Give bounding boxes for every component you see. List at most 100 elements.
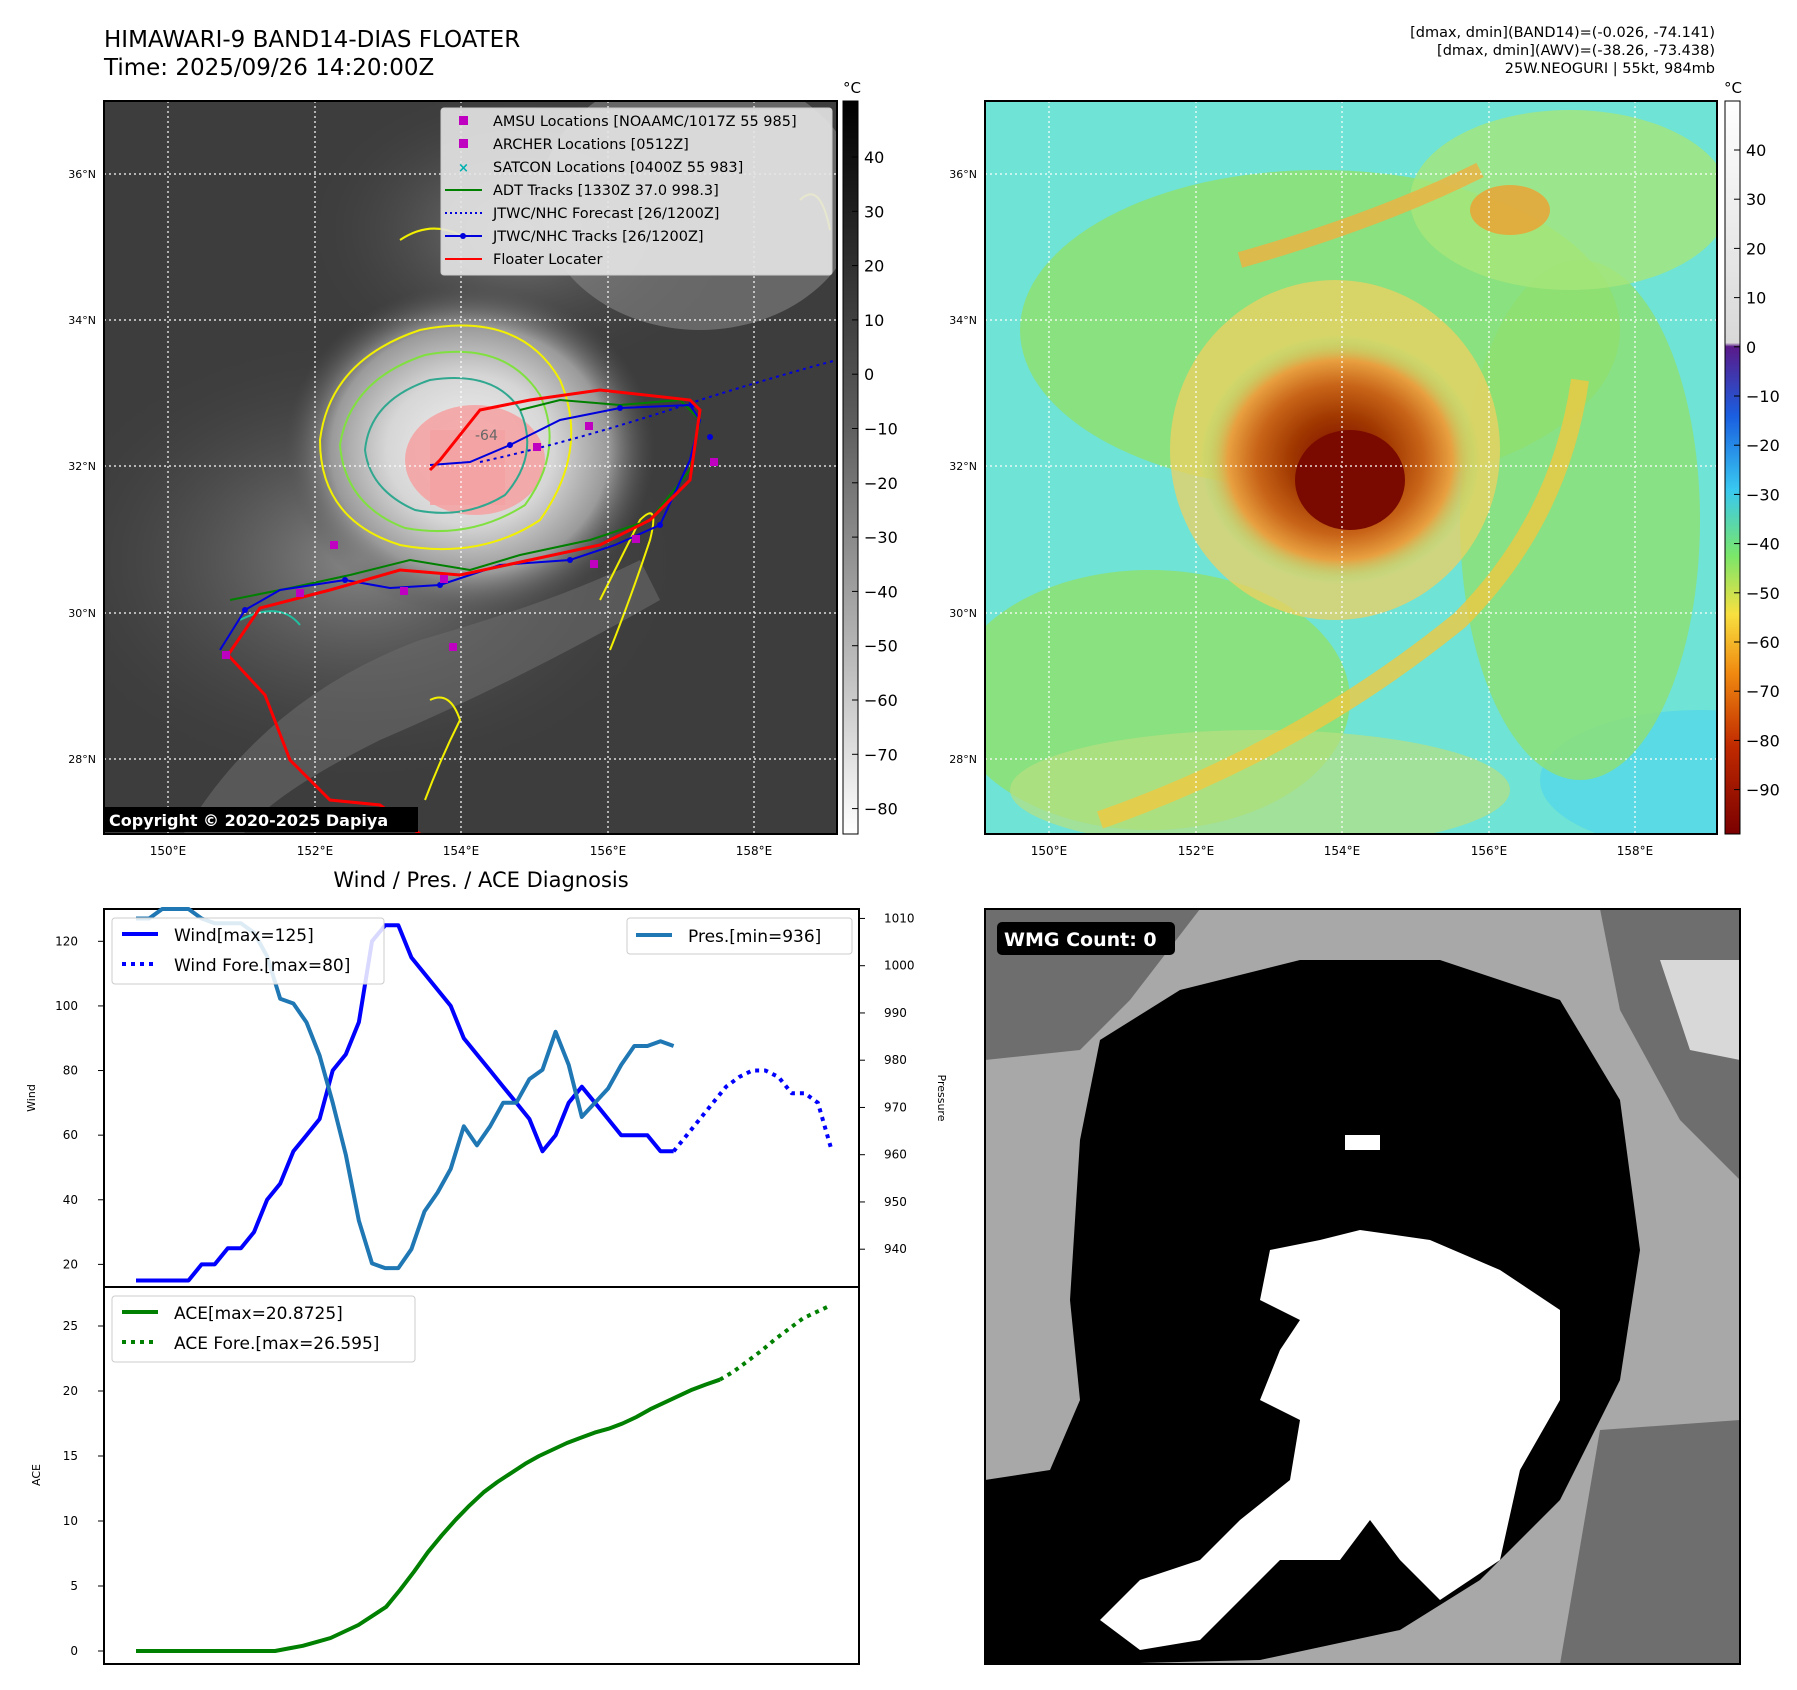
colorbar-tick-label: 20	[864, 257, 884, 276]
copyright-text: Copyright © 2020-2025 Dapiya	[109, 811, 388, 830]
colorbar-tick-label: −40	[864, 582, 898, 601]
lon-tick-label: 152°E	[1178, 844, 1215, 858]
legend-entry: Floater Locater	[445, 252, 602, 268]
figure-title: HIMAWARI-9 BAND14-DIAS FLOATER Time: 2025…	[104, 26, 520, 82]
legend-entry: ADT Tracks [1330Z 37.0 998.3]	[445, 183, 719, 199]
colorbar-tick-label: −90	[1746, 781, 1780, 800]
lat-tick-label: 28°N	[68, 753, 96, 766]
storm-name-intensity: 25W.NEOGURI | 55kt, 984mb	[1504, 61, 1715, 77]
pressure-tick-label: 940	[884, 1242, 907, 1256]
legend-ace-fore: ACE Fore.[max=26.595]	[174, 1334, 379, 1354]
legend-entry: AMSU Locations [NOAAMC/1017Z 55 985]	[459, 114, 797, 130]
legend-label: AMSU Locations [NOAAMC/1017Z 55 985]	[493, 114, 797, 130]
colorbar-tick-label: 30	[864, 202, 884, 221]
ace-tick-label: 10	[63, 1514, 78, 1528]
lon-tick-label: 156°E	[590, 844, 627, 858]
colorbar-tick-label: −20	[1746, 436, 1780, 455]
wind-tick-label: 120	[55, 934, 78, 948]
legend-marker	[459, 139, 468, 148]
lat-tick-label: 36°N	[949, 168, 977, 181]
colorbar-tick-label: −60	[864, 691, 898, 710]
legend-wind-fore: Wind Fore.[max=80]	[174, 956, 350, 976]
rainbow-frame	[984, 100, 1718, 835]
legend-wind: Wind[max=125]	[174, 926, 314, 946]
series-line-wind	[136, 923, 674, 1283]
wmg-panel: WMG Count: 0	[984, 908, 1741, 1665]
colorbar-tick-label: 40	[864, 148, 884, 167]
colorbar-tick-label: −50	[1746, 584, 1780, 603]
lon-tick-label: 158°E	[1617, 844, 1654, 858]
lat-tick-label: 32°N	[68, 460, 96, 473]
ir-contour-label: -64	[475, 428, 498, 444]
ir-colorbar-unit: °C	[843, 79, 861, 97]
awv-minmax: [dmax, dmin](AWV)=(-38.26, -73.438)	[1437, 43, 1715, 59]
legend-entry: JTWC/NHC Forecast [26/1200Z]	[445, 206, 719, 222]
ace-tick-label: 5	[70, 1579, 78, 1593]
colorbar-tick-label: 10	[1746, 289, 1766, 308]
legend-pressure: Pres.[min=936]	[688, 927, 821, 947]
ace-tick-label: 0	[70, 1644, 78, 1658]
lat-tick-label: 36°N	[68, 168, 96, 181]
ace-tick-label: 25	[63, 1319, 78, 1333]
wind-tick-label: 80	[63, 1064, 78, 1078]
wmg-badge	[997, 922, 1175, 955]
ace-axis-label: ACE	[30, 1464, 43, 1486]
wmg-count-text: WMG Count: 0	[1004, 929, 1157, 951]
wind-tick-label: 100	[55, 999, 78, 1013]
colorbar-tick-label: −20	[864, 474, 898, 493]
pressure-tick-label: 990	[884, 1006, 907, 1020]
colorbar-tick-label: −30	[1746, 485, 1780, 504]
wind-tick-label: 20	[63, 1257, 78, 1271]
legend-marker: ×	[458, 161, 469, 176]
diagnosis-title: Wind / Pres. / ACE Diagnosis	[333, 868, 628, 892]
legend-marker-dot	[460, 233, 466, 239]
legend-label: ADT Tracks [1330Z 37.0 998.3]	[493, 183, 719, 199]
ir-legend: AMSU Locations [NOAAMC/1017Z 55 985] ARCH…	[440, 107, 833, 276]
pressure-tick-label: 980	[884, 1053, 907, 1067]
legend-marker	[459, 116, 468, 125]
colorbar-tick-label: −80	[864, 800, 898, 819]
pressure-tick-label: 970	[884, 1100, 907, 1114]
lon-tick-label: 158°E	[736, 844, 773, 858]
pressure-tick-label: 960	[884, 1148, 907, 1162]
ir-panel: -64 AMSU Locations [NOAAMC/1017Z 55 985]…	[68, 79, 898, 858]
lon-tick-label: 154°E	[1324, 844, 1361, 858]
legend-ace: ACE[max=20.8725]	[174, 1304, 343, 1324]
legend-label: JTWC/NHC Forecast [26/1200Z]	[492, 206, 719, 222]
colorbar-tick-label: −10	[1746, 387, 1780, 406]
colorbar-tick-label: 0	[864, 365, 874, 384]
lat-tick-label: 34°N	[949, 314, 977, 327]
series-line-ace-forecast	[718, 1303, 832, 1382]
pressure-tick-label: 1010	[884, 911, 915, 925]
ir-frame	[103, 100, 838, 835]
legend-entry: ARCHER Locations [0512Z]	[459, 137, 689, 153]
lat-tick-label: 30°N	[68, 607, 96, 620]
colorbar-tick-label: 40	[1746, 141, 1766, 160]
wind-axis-label: Wind	[25, 1084, 38, 1112]
lat-tick-label: 30°N	[949, 607, 977, 620]
legend-label: ARCHER Locations [0512Z]	[493, 137, 689, 153]
colorbar-tick-label: −50	[864, 637, 898, 656]
lon-tick-label: 152°E	[297, 844, 334, 858]
lat-tick-label: 32°N	[949, 460, 977, 473]
title-line-2: Time: 2025/09/26 14:20:00Z	[104, 55, 435, 81]
colorbar-tick-label: 30	[1746, 190, 1766, 209]
rainbow-colorbar	[1724, 100, 1741, 835]
ace-panel: ACE 25 20 15 10 5 0 ACE[max=20.8725] ACE Fore…	[30, 1286, 860, 1665]
pressure-legend: Pres.[min=936]	[626, 917, 853, 955]
legend-label: SATCON Locations [0400Z 55 983]	[493, 160, 743, 176]
wind-legend: Wind[max=125] Wind Fore.[max=80]	[111, 917, 385, 985]
colorbar-tick-label: 10	[864, 311, 884, 330]
wind-tick-label: 60	[63, 1128, 78, 1142]
pressure-axis-label: Pressure	[935, 1075, 948, 1122]
lon-tick-label: 154°E	[443, 844, 480, 858]
ir-colorbar	[842, 100, 859, 835]
copyright-box	[104, 807, 418, 832]
legend-label: JTWC/NHC Tracks [26/1200Z]	[492, 229, 704, 245]
pressure-tick-label: 950	[884, 1195, 907, 1209]
colorbar-tick-label: −70	[864, 745, 898, 764]
ace-tick-label: 15	[63, 1449, 78, 1463]
colorbar-tick-label: −70	[1746, 682, 1780, 701]
wind-pressure-panel: Wind / Pres. / ACE Diagnosis Wind Pressu…	[25, 868, 948, 1288]
